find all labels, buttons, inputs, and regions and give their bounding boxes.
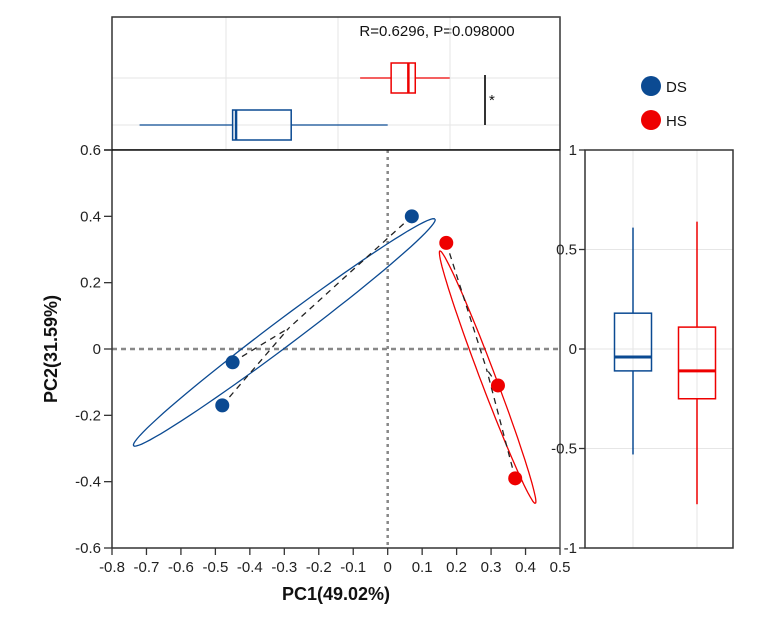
x-tick-label: 0.4 bbox=[515, 559, 536, 576]
data-point-hs bbox=[490, 378, 505, 393]
right-y-tick-label: 0 bbox=[569, 341, 577, 358]
right-y-tick-label: -1 bbox=[564, 540, 577, 557]
data-point-ds bbox=[225, 355, 240, 370]
centroid-spoke-hs bbox=[445, 242, 488, 370]
x-tick-label: -0.1 bbox=[340, 559, 366, 576]
right-boxplot-hs bbox=[677, 221, 717, 505]
x-tick-label: 0.1 bbox=[412, 559, 433, 576]
x-tick-label: 0.5 bbox=[550, 559, 571, 576]
x-tick-label: -0.2 bbox=[306, 559, 332, 576]
data-point-hs bbox=[439, 235, 454, 250]
y-tick-label: 0 bbox=[93, 341, 101, 358]
x-tick-label: -0.6 bbox=[168, 559, 194, 576]
x-tick-label: -0.7 bbox=[134, 559, 160, 576]
legend-label: DS bbox=[666, 79, 687, 96]
right-y-tick-label: 0.5 bbox=[556, 242, 577, 259]
x-tick-label: -0.3 bbox=[271, 559, 297, 576]
confidence-ellipse-ds bbox=[132, 218, 436, 447]
legend-marker bbox=[641, 110, 661, 130]
stats-annotation: R=0.6296, P=0.098000 bbox=[359, 23, 514, 40]
legend-item-hs: HS bbox=[641, 110, 687, 130]
main-scatter-panel: -0.8 -0.7 -0.6 -0.5 -0.4 -0.3 -0.2 -0.1 0 0.1 0.2 0… bbox=[75, 17, 570, 576]
box bbox=[390, 62, 417, 94]
y-tick-label: 0.4 bbox=[80, 208, 101, 225]
data-point-ds bbox=[404, 209, 419, 224]
x-tick-label: -0.5 bbox=[202, 559, 228, 576]
x-tick-label: 0.2 bbox=[446, 559, 467, 576]
legend: DS HS bbox=[641, 76, 687, 130]
y-tick-label: 0.2 bbox=[80, 275, 101, 292]
data-point-hs bbox=[508, 471, 523, 486]
legend-label: HS bbox=[666, 113, 687, 130]
x-tick-label: 0.3 bbox=[481, 559, 502, 576]
top-boxplot-ds bbox=[139, 109, 388, 141]
legend-item-ds: DS bbox=[641, 76, 687, 96]
data-point-ds bbox=[215, 398, 230, 413]
y-tick-label: -0.2 bbox=[75, 407, 101, 424]
y-axis-title: PC2(31.59%) bbox=[41, 295, 61, 403]
x-tick-label: -0.8 bbox=[99, 559, 125, 576]
right-y-tick-label: 1 bbox=[569, 142, 577, 159]
y-tick-label: -0.6 bbox=[75, 540, 101, 557]
significance-marker: * bbox=[489, 92, 495, 109]
y-tick-label: 0.6 bbox=[80, 142, 101, 159]
box bbox=[613, 312, 653, 372]
box bbox=[231, 109, 292, 141]
centroid-spoke-ds bbox=[288, 215, 413, 329]
right-boxplot-ds bbox=[613, 227, 653, 455]
right-boxplot-panel: -1 -0.5 0 0.5 1 bbox=[551, 142, 734, 557]
y-tick-label: -0.4 bbox=[75, 474, 101, 491]
legend-marker bbox=[641, 76, 661, 96]
centroid-spoke-hs bbox=[485, 368, 516, 479]
box bbox=[677, 326, 717, 400]
x-axis-title: PC1(49.02%) bbox=[282, 584, 390, 604]
x-tick-label: 0 bbox=[384, 559, 392, 576]
right-y-tick-label: -0.5 bbox=[551, 441, 577, 458]
top-boxplot-hs bbox=[360, 62, 450, 94]
x-tick-label: -0.4 bbox=[237, 559, 263, 576]
